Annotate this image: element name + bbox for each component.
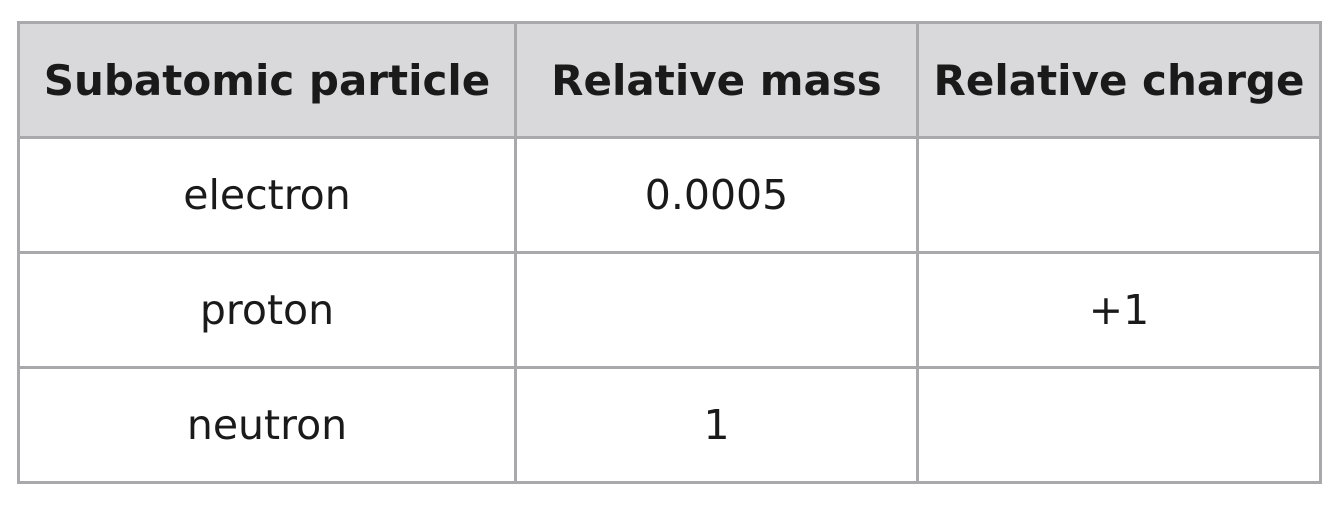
table-row: electron 0.0005 [17,136,1322,254]
particle-table: Subatomic particle Relative mass Relative … [17,21,1322,484]
table-cell [514,251,919,369]
table-row: neutron 1 [17,366,1322,484]
table-cell: +1 [916,251,1322,369]
header-cell: Relative charge [916,21,1322,139]
table-cell: 1 [514,366,919,484]
header-row: Subatomic particle Relative mass Relative … [17,21,1322,139]
header-cell: Subatomic particle [17,21,517,139]
table-cell: neutron [17,366,517,484]
table-body: electron 0.0005 proton +1 neutron 1 [17,136,1322,484]
table-cell: electron [17,136,517,254]
table-cell: 0.0005 [514,136,919,254]
table-row: proton +1 [17,251,1322,369]
table-cell: proton [17,251,517,369]
table-header: Subatomic particle Relative mass Relative … [17,21,1322,139]
header-cell: Relative mass [514,21,919,139]
table-cell [916,136,1322,254]
table-cell [916,366,1322,484]
